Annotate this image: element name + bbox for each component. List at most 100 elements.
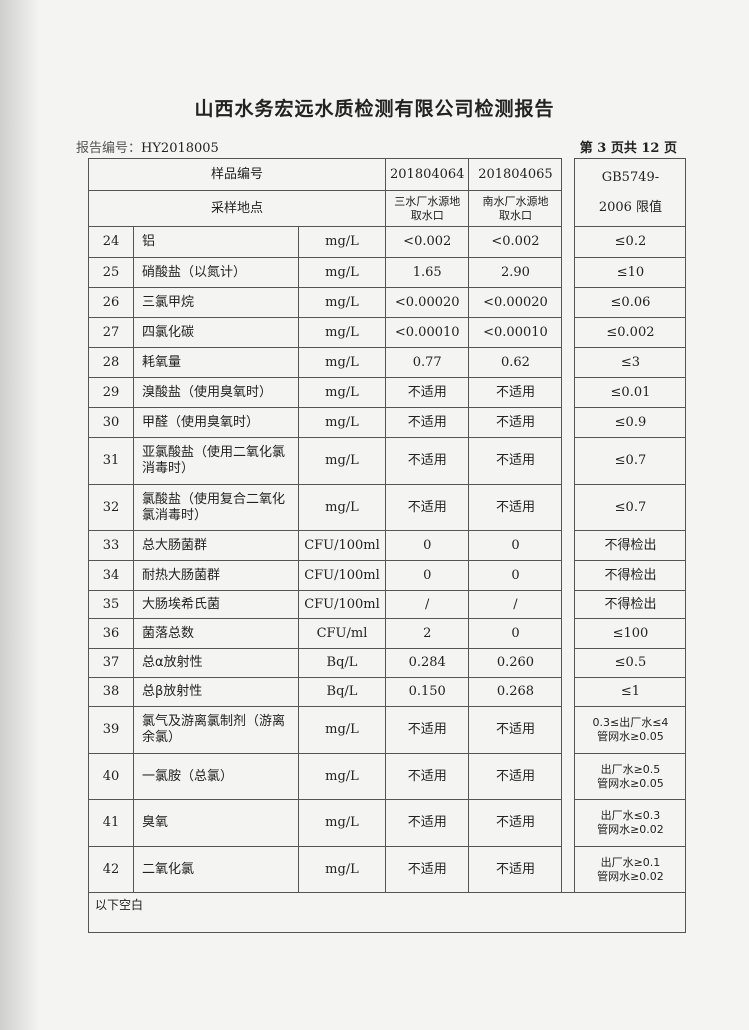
item-name: 硝酸盐（以氮计） [133, 257, 299, 288]
item-number: 34 [88, 560, 134, 591]
sample2-value: 0 [468, 530, 563, 561]
sample2-value: 不适用 [468, 799, 563, 847]
limit-value: ≤0.5 [574, 648, 687, 678]
spacer-cell [561, 257, 576, 288]
sample1-value: 不适用 [384, 484, 470, 531]
item-name: 三氯甲烷 [133, 287, 299, 318]
limit-value: ≤0.01 [574, 377, 687, 408]
item-number: 31 [88, 437, 134, 485]
item-number: 24 [88, 226, 134, 258]
item-name: 氯气及游离氯制剂（游离余氯） [133, 706, 299, 754]
sample1-value: / [384, 590, 470, 619]
item-unit: mg/L [298, 484, 386, 531]
sample1-value: 0.284 [384, 648, 470, 678]
item-name: 大肠埃希氏菌 [133, 590, 299, 619]
table-row: 41 臭氧 mg/L 不适用 不适用 出厂水≤0.3 管网水≥0.02 [88, 799, 687, 847]
sample2-value: <0.00010 [468, 317, 563, 348]
spacer-cell [561, 226, 576, 258]
table-row: 39 氯气及游离氯制剂（游离余氯） mg/L 不适用 不适用 0.3≤出厂水≤4 管网水≥… [88, 706, 687, 754]
item-number: 37 [88, 648, 134, 678]
report-number-label: 报告编号： [76, 141, 142, 156]
limit-value: 不得检出 [574, 590, 687, 619]
item-unit: Bq/L [298, 648, 386, 678]
sample2-value: / [468, 590, 563, 619]
sample1-value: 不适用 [384, 846, 470, 893]
item-number: 28 [88, 347, 134, 378]
table-row: 42 二氧化氯 mg/L 不适用 不适用 出厂水≥0.1 管网水≥0.02 [88, 846, 687, 893]
spacer-cell [561, 560, 576, 591]
sample2-value: 0.260 [468, 648, 563, 678]
limit-value: 出厂水≥0.5 管网水≥0.05 [574, 753, 687, 800]
sample1-value: <0.00010 [384, 317, 470, 348]
item-unit: mg/L [298, 407, 386, 438]
item-name: 臭氧 [133, 799, 299, 847]
sample2-no: 201804065 [468, 158, 563, 191]
sample1-value: 2 [384, 618, 470, 649]
spacer-cell [561, 530, 576, 561]
spacer-cell [561, 677, 576, 707]
item-name: 四氯化碳 [133, 317, 299, 348]
limit-value: ≤100 [574, 618, 687, 649]
limit-value: ≤0.7 [574, 484, 687, 531]
sample1-value: 1.65 [384, 257, 470, 288]
item-name: 一氯胺（总氯） [133, 753, 299, 800]
limit-value: ≤10 [574, 257, 687, 288]
item-name: 总β放射性 [133, 677, 299, 707]
sample2-value: 不适用 [468, 706, 563, 754]
table-row: 29 溴酸盐（使用臭氧时） mg/L 不适用 不适用 ≤0.01 [88, 377, 687, 408]
spacer-cell [561, 706, 576, 754]
item-unit: mg/L [298, 347, 386, 378]
sample2-value: 0.268 [468, 677, 563, 707]
item-name: 总α放射性 [133, 648, 299, 678]
table-row: 35 大肠埃希氏菌 CFU/100ml / / 不得检出 [88, 590, 687, 619]
table-row: 28 耗氧量 mg/L 0.77 0.62 ≤3 [88, 347, 687, 378]
results-table: 样品编号 201804064 201804065 GB5749-2006 限值 … [87, 158, 687, 933]
spacer-cell [561, 618, 576, 649]
table-row: 36 菌落总数 CFU/ml 2 0 ≤100 [88, 618, 687, 649]
item-unit: CFU/100ml [298, 590, 386, 619]
table-row: 25 硝酸盐（以氮计） mg/L 1.65 2.90 ≤10 [88, 257, 687, 288]
item-number: 27 [88, 317, 134, 348]
spacer-cell [561, 590, 576, 619]
limit-value: 出厂水≥0.1 管网水≥0.02 [574, 846, 687, 893]
sample2-value: 不适用 [468, 846, 563, 893]
table-row: 30 甲醛（使用臭氧时） mg/L 不适用 不适用 ≤0.9 [88, 407, 687, 438]
item-number: 39 [88, 706, 134, 754]
limit-header: GB5749-2006 限值 [574, 158, 687, 227]
item-name: 耐热大肠菌群 [133, 560, 299, 591]
sample1-value: 0 [384, 530, 470, 561]
limit-value: ≤0.9 [574, 407, 687, 438]
item-unit: CFU/100ml [298, 530, 386, 561]
item-unit: mg/L [298, 846, 386, 893]
item-number: 42 [88, 846, 134, 893]
item-number: 26 [88, 287, 134, 318]
spacer-column [561, 158, 576, 227]
sample1-value: 0.150 [384, 677, 470, 707]
item-name: 菌落总数 [133, 618, 299, 649]
item-number: 36 [88, 618, 134, 649]
sample1-value: 不适用 [384, 437, 470, 485]
table-row: 27 四氯化碳 mg/L <0.00010 <0.00010 ≤0.002 [88, 317, 687, 348]
sample1-value: 不适用 [384, 799, 470, 847]
limit-value: ≤3 [574, 347, 687, 378]
sample1-value: 0 [384, 560, 470, 591]
sample1-value: 不适用 [384, 407, 470, 438]
table-row: 31 亚氯酸盐（使用二氧化氯消毒时） mg/L 不适用 不适用 ≤0.7 [88, 437, 687, 485]
spacer-cell [561, 484, 576, 531]
sample2-value: 不适用 [468, 377, 563, 408]
item-number: 32 [88, 484, 134, 531]
item-name: 铝 [133, 226, 299, 258]
item-unit: CFU/ml [298, 618, 386, 649]
item-unit: CFU/100ml [298, 560, 386, 591]
sample-no-label: 样品编号 [88, 158, 386, 191]
spacer-cell [561, 287, 576, 318]
sample1-value: 不适用 [384, 377, 470, 408]
spacer-cell [561, 407, 576, 438]
item-number: 41 [88, 799, 134, 847]
sample2-value: <0.00020 [468, 287, 563, 318]
item-number: 38 [88, 677, 134, 707]
limit-value: ≤0.2 [574, 226, 687, 258]
item-name: 总大肠菌群 [133, 530, 299, 561]
item-number: 35 [88, 590, 134, 619]
item-name: 溴酸盐（使用臭氧时） [133, 377, 299, 408]
